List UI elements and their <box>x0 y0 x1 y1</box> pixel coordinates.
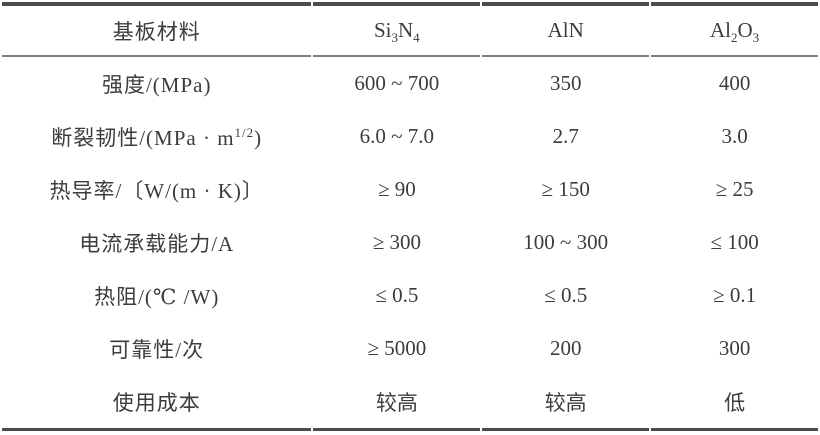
row-label-current-capacity: 电流承载能力/A <box>79 231 235 256</box>
header-cell-aln: AlN <box>482 2 650 57</box>
cell-value: 3.0 <box>721 124 748 148</box>
cell-value: 300 <box>718 336 751 360</box>
header-cell-substrate-material: 基板材料 <box>2 2 312 57</box>
cell-value: 6.0 ~ 7.0 <box>359 124 435 148</box>
header-cell-si3n4: Si3N4 <box>313 2 481 57</box>
cell-value: 400 <box>718 71 751 95</box>
cell-value: 350 <box>549 71 582 95</box>
cell-value: ≤ 0.5 <box>375 283 419 307</box>
table-row-current-capacity: 电流承载能力/A ≥ 300 100 ~ 300 ≤ 100 <box>2 216 818 269</box>
cell-value: 较高 <box>313 375 481 431</box>
row-label-fracture-toughness: 断裂韧性/(MPa · m1/2) <box>51 124 263 150</box>
table-row-strength: 强度/(MPa) 600 ~ 700 350 400 <box>2 57 818 110</box>
row-label-strength: 强度/(MPa) <box>101 72 212 97</box>
header-cell-al2o3: Al2O3 <box>651 2 818 57</box>
cell-value: 600 ~ 700 <box>354 71 440 95</box>
table-row-thermal-conductivity: 热导率/〔W/(m · K)〕 ≥ 90 ≥ 150 ≥ 25 <box>2 163 818 216</box>
cell-value: ≤ 100 <box>710 230 759 254</box>
cell-value: 低 <box>651 375 818 431</box>
row-label-reliability: 可靠性/次 <box>109 337 205 362</box>
table-row-fracture-toughness: 断裂韧性/(MPa · m1/2) 6.0 ~ 7.0 2.7 3.0 <box>2 110 818 163</box>
cell-value: ≥ 150 <box>541 177 590 201</box>
table-row-usage-cost: 使用成本 较高 较高 低 <box>2 375 818 431</box>
row-label-thermal-conductivity: 热导率/〔W/(m · K)〕 <box>49 178 264 203</box>
header-row: 基板材料 Si3N4 AlN Al2O3 <box>2 2 818 57</box>
cell-value: ≥ 300 <box>372 230 421 254</box>
row-label-thermal-resistance: 热阻/(℃ /W) <box>94 284 220 309</box>
cell-value: 较高 <box>482 375 650 431</box>
table-row-reliability: 可靠性/次 ≥ 5000 200 300 <box>2 322 818 375</box>
cell-value: ≤ 0.5 <box>544 283 588 307</box>
cell-value: 200 <box>549 336 582 360</box>
cell-value: ≥ 25 <box>715 177 754 201</box>
cell-value: 2.7 <box>552 124 579 148</box>
cell-value: 100 ~ 300 <box>523 230 609 254</box>
row-label-usage-cost: 使用成本 <box>2 375 312 431</box>
table-row-thermal-resistance: 热阻/(℃ /W) ≤ 0.5 ≤ 0.5 ≥ 0.1 <box>2 269 818 322</box>
cell-value: ≥ 90 <box>377 177 416 201</box>
cell-value: ≥ 5000 <box>367 336 427 360</box>
cell-value: ≥ 0.1 <box>713 283 757 307</box>
